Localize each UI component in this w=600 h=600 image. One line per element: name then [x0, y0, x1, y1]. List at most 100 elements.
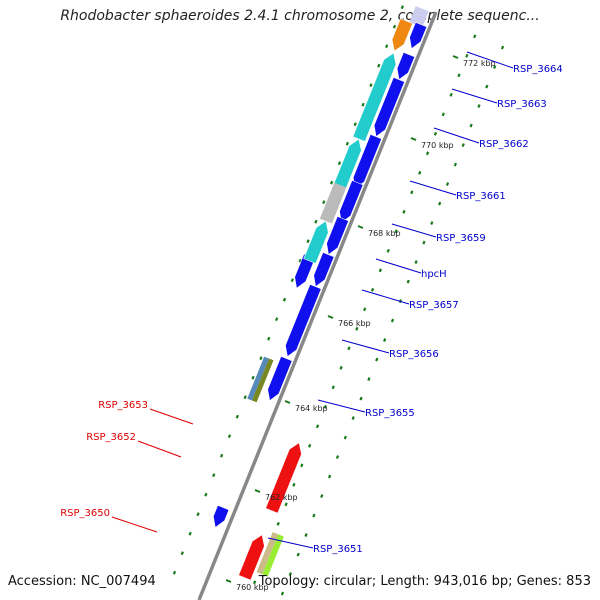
- kbp-label: 760 kbp: [236, 583, 269, 592]
- gene-steel: [247, 356, 269, 401]
- tick-dot-right: [345, 141, 349, 146]
- tick-dot-inner: [292, 482, 296, 487]
- tick-dot-outer: [343, 435, 347, 440]
- tick-dot-right: [219, 453, 224, 458]
- gene-red: [238, 534, 265, 581]
- tick-dot-right: [385, 44, 389, 49]
- label-leader: [433, 127, 480, 144]
- tick-dot-right: [290, 278, 294, 283]
- gene-label-plus: hpcH: [421, 269, 447, 280]
- label-leader: [361, 289, 410, 305]
- gene-label-plus: RSP_3664: [513, 64, 563, 75]
- gene-label-plus: RSP_3651: [313, 544, 363, 555]
- tick-dot-inner: [308, 443, 312, 448]
- gene-blue: [212, 504, 230, 529]
- tick-dot-outer: [414, 260, 418, 264]
- gene-blue: [339, 180, 364, 224]
- tick-dot-outer: [500, 45, 505, 50]
- tick-dot-right: [259, 356, 263, 361]
- tick-dot-outer: [335, 455, 340, 459]
- tick-dot-outer: [328, 474, 332, 479]
- tick-dot-right: [212, 473, 216, 478]
- topology-info: Topology: circular; Length: 943,016 bp; …: [258, 574, 591, 589]
- kbp-tick: [327, 315, 334, 319]
- gene-cyan: [303, 220, 329, 264]
- label-leader: [451, 88, 498, 104]
- gene-label-plus: RSP_3659: [436, 233, 486, 244]
- kbp-label: 762 kbp: [265, 493, 298, 502]
- label-leader: [317, 399, 366, 413]
- tick-dot-outer: [320, 494, 324, 498]
- tick-dot-outer: [477, 104, 481, 108]
- tick-dot-inner: [253, 580, 257, 585]
- gene-blue: [313, 252, 335, 288]
- tick-dot-right: [314, 219, 318, 224]
- tick-dot-inner: [363, 307, 367, 312]
- tick-dot-outer: [304, 533, 308, 537]
- kbp-label: 768 kbp: [368, 229, 401, 238]
- tick-dot-right: [306, 239, 310, 244]
- kbp-label: 770 kbp: [421, 141, 454, 150]
- tick-dot-outer: [406, 279, 410, 284]
- tick-dot-right: [377, 63, 381, 68]
- gene-label-plus: RSP_3663: [497, 99, 547, 110]
- label-leader: [409, 180, 457, 196]
- label-leader: [137, 440, 182, 458]
- tick-dot-right: [298, 258, 302, 263]
- tick-dot-outer: [461, 143, 465, 147]
- tick-dot-outer: [422, 240, 426, 245]
- tick-dot-right: [188, 531, 192, 536]
- gene-blue: [396, 52, 416, 81]
- gene-blue: [326, 216, 349, 256]
- label-leader: [149, 408, 194, 425]
- gene-orange: [391, 18, 413, 52]
- tick-dot-inner: [418, 170, 422, 175]
- label-leader: [391, 223, 437, 238]
- tick-dot-inner: [276, 521, 280, 526]
- accession-text: Accession: NC_007494: [8, 574, 156, 589]
- tick-dot-outer: [367, 377, 371, 381]
- tick-dot-inner: [370, 287, 375, 292]
- tick-dot-inner: [355, 326, 359, 331]
- gene-label-plus: RSP_3662: [479, 139, 529, 150]
- tick-dot-inner: [465, 53, 469, 58]
- tick-dot-inner: [315, 424, 320, 429]
- gene-label-minus: RSP_3650: [60, 508, 110, 519]
- tick-dot-inner: [378, 268, 383, 273]
- tick-dot-outer: [280, 591, 285, 596]
- label-leader: [341, 339, 390, 354]
- gene-faded: [409, 6, 429, 28]
- tick-dot-outer: [288, 572, 292, 576]
- tick-dot-right: [235, 414, 239, 419]
- tick-dot-inner: [284, 502, 288, 507]
- tick-dot-outer: [445, 182, 450, 186]
- kbp-tick: [284, 400, 291, 404]
- tick-dot-outer: [453, 162, 458, 167]
- tick-dot-outer: [390, 318, 395, 323]
- tick-dot-right: [267, 336, 271, 341]
- tick-dot-outer: [438, 201, 442, 206]
- tick-dot-right: [353, 122, 357, 127]
- gene-tan: [256, 532, 279, 575]
- gene-gray: [319, 182, 347, 224]
- tick-dot-outer: [351, 416, 355, 420]
- tick-dot-inner: [410, 190, 414, 195]
- tick-dot-right: [172, 570, 177, 575]
- label-leader: [466, 51, 514, 69]
- tick-dot-inner: [300, 463, 304, 468]
- tick-dot-right: [227, 434, 232, 439]
- tick-dot-outer: [493, 65, 497, 69]
- gene-blue: [373, 77, 405, 138]
- tick-dot-right: [282, 297, 287, 302]
- tick-dot-right: [369, 83, 373, 88]
- kbp-tick: [357, 225, 364, 229]
- tick-dot-right: [361, 102, 365, 107]
- tick-dot-inner: [331, 385, 335, 390]
- tick-dot-right: [251, 375, 255, 380]
- tick-dot-inner: [386, 248, 390, 253]
- label-leader: [375, 258, 422, 274]
- tick-dot-inner: [402, 209, 406, 214]
- gene-label-plus: RSP_3655: [365, 408, 415, 419]
- backbone-line: [197, 11, 438, 600]
